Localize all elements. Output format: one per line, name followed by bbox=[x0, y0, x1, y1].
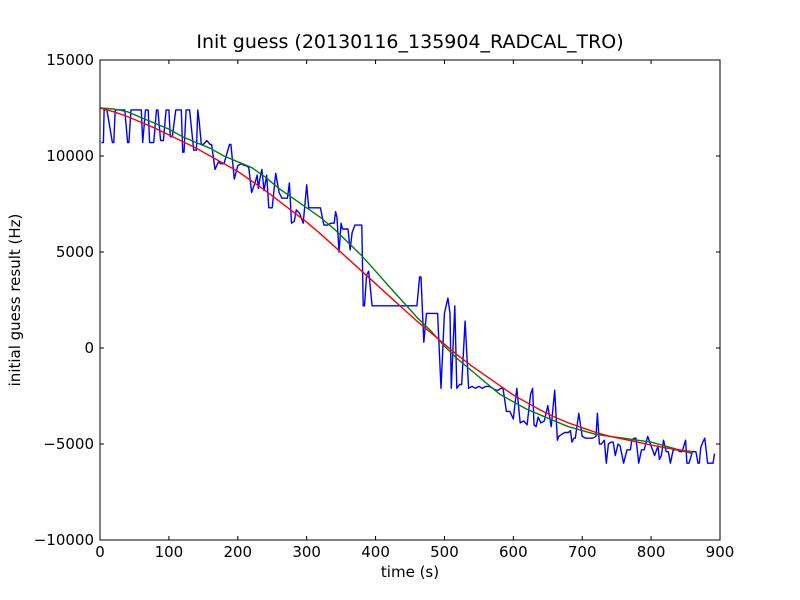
x-tick-label: 400 bbox=[361, 543, 390, 561]
series-line-2 bbox=[100, 107, 693, 455]
x-tick-label: 700 bbox=[568, 543, 597, 561]
plot-frame bbox=[99, 59, 721, 541]
y-tick-label: 5000 bbox=[56, 243, 94, 261]
x-tick-label: 900 bbox=[706, 543, 735, 561]
series-line-1 bbox=[101, 109, 716, 464]
x-tick-label: 200 bbox=[223, 543, 252, 561]
chart-title: Init guess (20130116_135904_RADCAL_TRO) bbox=[196, 31, 623, 53]
y-tick-label: 0 bbox=[84, 339, 94, 357]
y-tick-label: −5000 bbox=[43, 435, 94, 453]
y-axis-label: initial guess result (Hz) bbox=[6, 214, 24, 387]
y-tick-label: 10000 bbox=[46, 147, 94, 165]
series-line-3 bbox=[100, 107, 693, 453]
plot-area: 0 100 200 300 400 500 600 700 800 900 −10000 −5000 0… bbox=[34, 51, 735, 561]
x-tick-label: 500 bbox=[430, 543, 459, 561]
x-tick-label: 600 bbox=[499, 543, 528, 561]
x-tick-label: 100 bbox=[155, 543, 184, 561]
x-tick-label: 0 bbox=[95, 543, 105, 561]
x-tick-label: 800 bbox=[637, 543, 666, 561]
y-tick-label: −10000 bbox=[34, 531, 94, 549]
x-tick-label: 300 bbox=[292, 543, 321, 561]
x-axis-label: time (s) bbox=[381, 563, 439, 581]
plot-background bbox=[100, 60, 720, 540]
y-tick-label: 15000 bbox=[46, 51, 94, 69]
